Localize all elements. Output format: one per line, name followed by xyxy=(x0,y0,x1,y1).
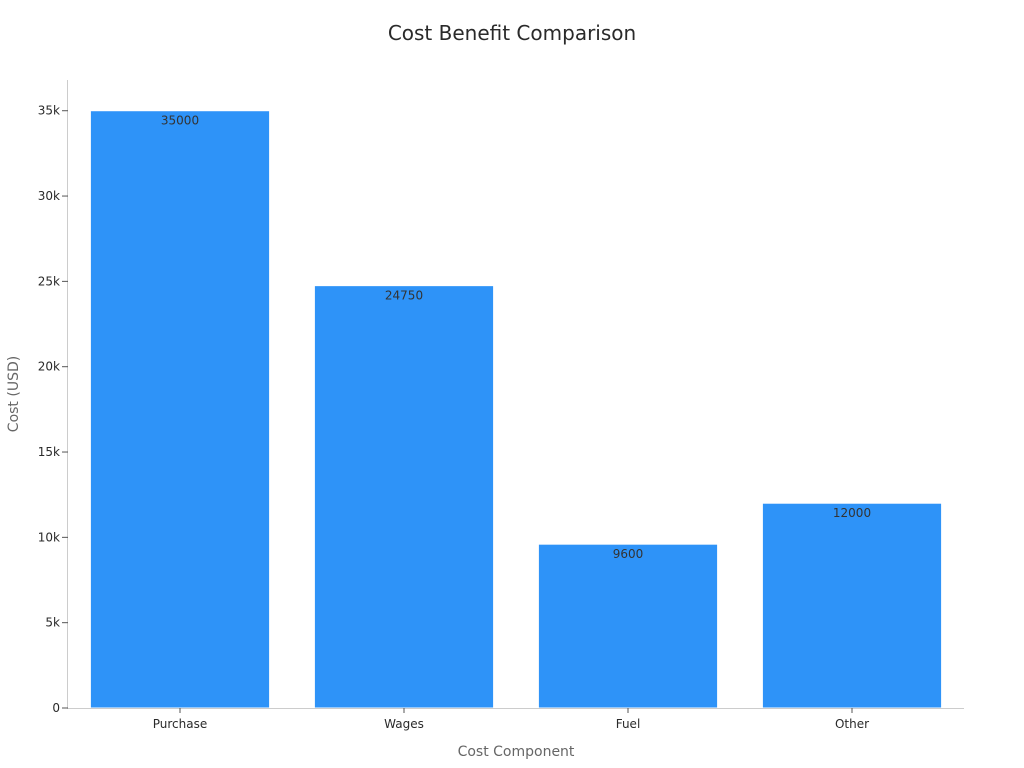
bar-purchase xyxy=(89,110,271,709)
x-tick-label-other: Other xyxy=(835,717,869,731)
y-tick-label-20000: 20k xyxy=(38,360,60,374)
data-label-wages: 24750 xyxy=(385,289,423,303)
data-label-purchase: 35000 xyxy=(161,114,199,128)
bars-layer xyxy=(89,110,943,709)
bar-fuel xyxy=(537,543,719,709)
y-tick-label-35000: 35k xyxy=(38,104,60,118)
bar-other xyxy=(761,502,943,709)
x-ticks-layer: Purchase Wages Fuel Other xyxy=(153,708,869,731)
y-tick-label-25000: 25k xyxy=(38,274,60,288)
y-tick-label-15000: 15k xyxy=(38,445,60,459)
y-ticks-layer: 0 5k 10k 15k 20k 25k 30k 35k xyxy=(38,104,68,715)
y-tick-label-30000: 30k xyxy=(38,189,60,203)
data-label-other: 12000 xyxy=(833,506,871,520)
y-tick-label-10000: 10k xyxy=(38,530,60,544)
y-axis-title: Cost (USD) xyxy=(6,356,22,432)
data-label-fuel: 9600 xyxy=(613,547,644,561)
chart-title: Cost Benefit Comparison xyxy=(388,21,636,45)
y-tick-label-0: 0 xyxy=(52,701,60,715)
x-tick-label-purchase: Purchase xyxy=(153,717,208,731)
x-axis-title: Cost Component xyxy=(458,744,575,760)
bar-wages xyxy=(313,285,495,709)
data-labels-layer: 35000 24750 9600 12000 xyxy=(161,114,871,561)
y-tick-label-5000: 5k xyxy=(45,616,60,630)
x-tick-label-wages: Wages xyxy=(384,717,424,731)
x-tick-label-fuel: Fuel xyxy=(616,717,641,731)
